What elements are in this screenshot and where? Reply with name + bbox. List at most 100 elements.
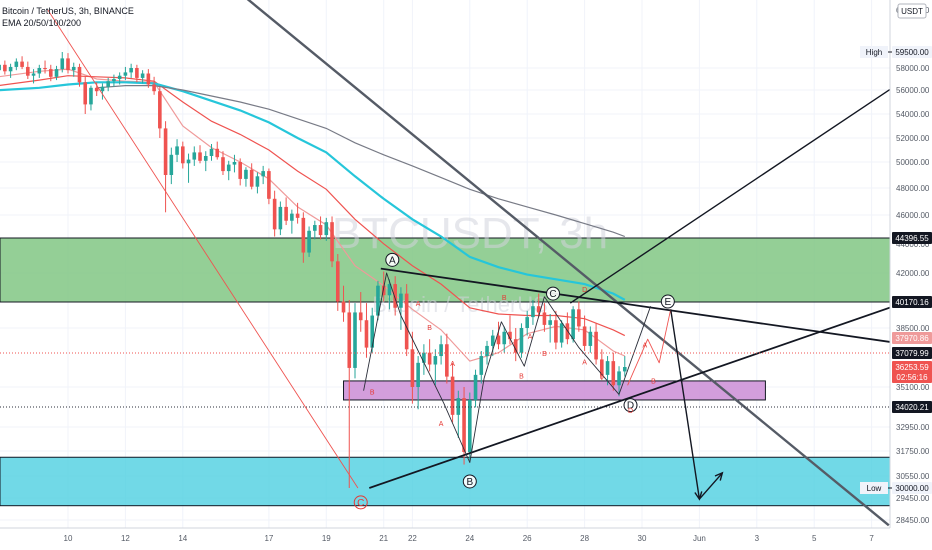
wave-label-C: C <box>357 498 364 509</box>
sub-wave-label: A <box>416 301 421 308</box>
candle-body <box>542 312 547 325</box>
candle-body <box>393 284 397 308</box>
price-tag-text: 37970.86 <box>895 334 929 343</box>
candle-body <box>364 320 369 348</box>
sub-wave-label: B <box>599 373 604 380</box>
candle-body <box>353 312 357 368</box>
wave-label-E: E <box>664 297 671 308</box>
candle-body <box>559 323 564 343</box>
candle-body <box>307 230 311 253</box>
candle-body <box>37 68 42 74</box>
wave-zigzag <box>363 272 652 463</box>
price-tag-side-label: Low <box>867 484 882 493</box>
candle-body <box>117 75 122 79</box>
candle-body <box>611 361 616 386</box>
long-trend-line <box>569 83 898 304</box>
sub-wave-label: A <box>450 361 455 368</box>
price-tag-59500.00 <box>892 46 932 58</box>
price-tag-side-label: High <box>866 48 882 57</box>
candle-body <box>43 68 47 70</box>
triangle-upper-line <box>380 267 912 346</box>
ema-line-200 <box>96 85 626 238</box>
candle-body <box>66 58 70 71</box>
price-tag-37079.99 <box>892 347 932 359</box>
candle-body <box>519 328 524 353</box>
forecast-arrow-up <box>698 472 723 500</box>
candle-body <box>577 309 581 327</box>
candle-body <box>622 367 627 372</box>
downtrend-line <box>246 0 890 527</box>
forecast-arrow-down-head <box>694 491 703 501</box>
sub-wave-label: A <box>643 343 648 350</box>
candle-body <box>140 73 145 78</box>
time-tick-label: 14 <box>178 534 187 543</box>
candle-body <box>341 301 346 313</box>
candle-body <box>198 152 202 161</box>
candle-body <box>594 331 598 360</box>
candle-body <box>77 66 82 83</box>
price-tick-label: 52000.00 <box>896 134 930 143</box>
candle-body <box>496 335 501 345</box>
time-tick-label: 28 <box>580 534 589 543</box>
currency-label: USDT <box>901 7 923 16</box>
candle-body <box>473 374 478 400</box>
price-tick-label: 50000.00 <box>896 158 930 167</box>
candle-body <box>536 306 541 313</box>
candle-body <box>226 164 231 172</box>
sub-wave-label: D <box>628 408 633 415</box>
price-tag-44396.55 <box>892 232 932 244</box>
candle-body <box>215 148 220 158</box>
candle-body <box>238 162 242 179</box>
candle-body <box>295 213 300 218</box>
wave-label-circle <box>660 294 675 309</box>
candle-body <box>89 87 93 105</box>
candle-body <box>531 306 535 318</box>
candle-body <box>192 152 197 160</box>
candle-body <box>249 169 254 187</box>
candle-body <box>301 217 306 253</box>
candle-body <box>261 171 265 177</box>
candle-body <box>146 73 151 85</box>
sub-wave-label: B <box>651 379 656 386</box>
watermark-symbol: BTCUSDT, 3h <box>332 209 608 258</box>
candle-body <box>330 222 334 262</box>
candle-body <box>376 285 380 316</box>
candle-body <box>370 315 375 348</box>
price-tick-label: 35100.00 <box>896 383 930 392</box>
ema-line-50 <box>0 75 626 337</box>
candle-body <box>232 162 237 165</box>
candle-body <box>209 148 214 156</box>
price-tag-text: 30000.00 <box>895 484 929 493</box>
candle-body <box>617 371 621 386</box>
time-tick-label: 24 <box>465 534 474 543</box>
wave-label-circle <box>546 286 561 301</box>
candle-body <box>456 398 461 415</box>
time-tick-label: Jun <box>693 534 706 543</box>
price-tick-label: 30550.00 <box>896 472 930 481</box>
triangle-lower-line <box>369 301 907 489</box>
candle-body <box>502 331 507 345</box>
candle-body <box>0 64 1 71</box>
symbol-title: Bitcoin / TetherUS, 3h, BINANCE <box>2 6 134 16</box>
wave-label-circle <box>462 474 477 489</box>
candle-body <box>31 73 36 76</box>
candle-body <box>186 159 191 164</box>
candle-body <box>554 320 558 343</box>
zone-blue <box>0 456 891 507</box>
forecast-arrow-down <box>670 309 701 500</box>
candle-body <box>106 81 110 87</box>
price-tick-label: 29450.00 <box>896 494 930 503</box>
candle-body <box>272 198 277 230</box>
price-tick-label: 46000.00 <box>896 211 930 220</box>
candle-body <box>175 146 179 155</box>
candle-body <box>335 261 340 302</box>
candle-body <box>152 84 156 92</box>
candle-body <box>267 171 271 199</box>
candle-body <box>605 361 610 375</box>
candle-body <box>129 68 133 73</box>
price-tag-side-label-bg <box>860 482 888 494</box>
candle-body <box>462 398 466 453</box>
candle-body <box>318 225 323 236</box>
